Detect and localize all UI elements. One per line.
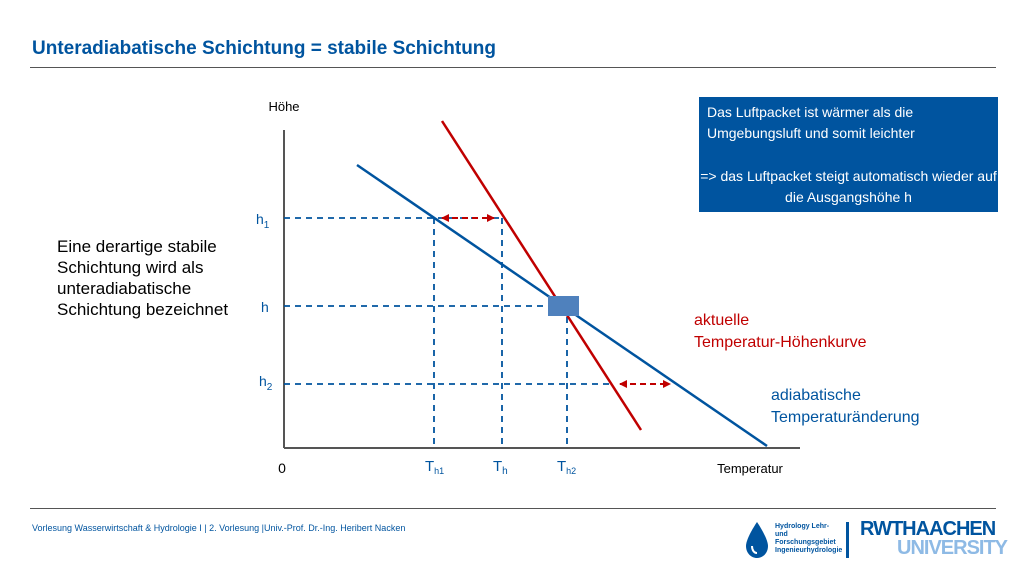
label-h1: h1 [256, 211, 270, 231]
label-h2: h2 [259, 373, 273, 393]
blue-curve-label-2: Temperaturänderung [771, 409, 920, 426]
info-box: Das Luftpacket ist wärmer als die Umgebu… [699, 97, 998, 212]
y-axis-label: Höhe [268, 99, 299, 114]
origin-label: 0 [278, 460, 286, 476]
x-axis-label: Temperatur [717, 461, 783, 476]
slide-title: Unteradiabatische Schichtung = stabile S… [32, 38, 497, 59]
rwth-logo-line1: RWTHAACHEN [860, 518, 996, 540]
red-curve-label: aktuelle Temperatur-Höhenkurve [694, 310, 867, 354]
air-parcel [548, 296, 579, 316]
label-th: Th [493, 458, 508, 477]
info-line-1: Das Luftpacket ist wärmer als die Umgebu… [707, 104, 915, 141]
footer-text: Vorlesung Wasserwirtschaft & Hydrologie … [32, 523, 406, 533]
red-curve-label-2: Temperatur-Höhenkurve [694, 334, 867, 351]
info-line-2: => das Luftpacket steigt automatisch wie… [700, 168, 997, 205]
label-h: h [261, 299, 269, 315]
hydrology-logo-text: Hydrology Lehr- und Forschungsgebiet Ing… [775, 523, 843, 554]
water-drop-icon [746, 522, 768, 558]
rwth-logo-bar [846, 522, 849, 558]
explanation-text: Eine derartige stabile Schichtung wird a… [57, 237, 229, 319]
temperature-height-curve [440, 120, 643, 431]
blue-curve-label-1: adiabatische [771, 387, 861, 404]
footer-rule [30, 508, 996, 509]
blue-curve-label: adiabatische Temperaturänderung [771, 385, 920, 429]
red-curve-label-1: aktuelle [694, 312, 750, 329]
label-th2: Th2 [557, 458, 576, 476]
label-th1: Th1 [425, 458, 444, 476]
title-rule [30, 67, 996, 68]
rwth-logo-line2: UNIVERSITY [897, 537, 1008, 559]
